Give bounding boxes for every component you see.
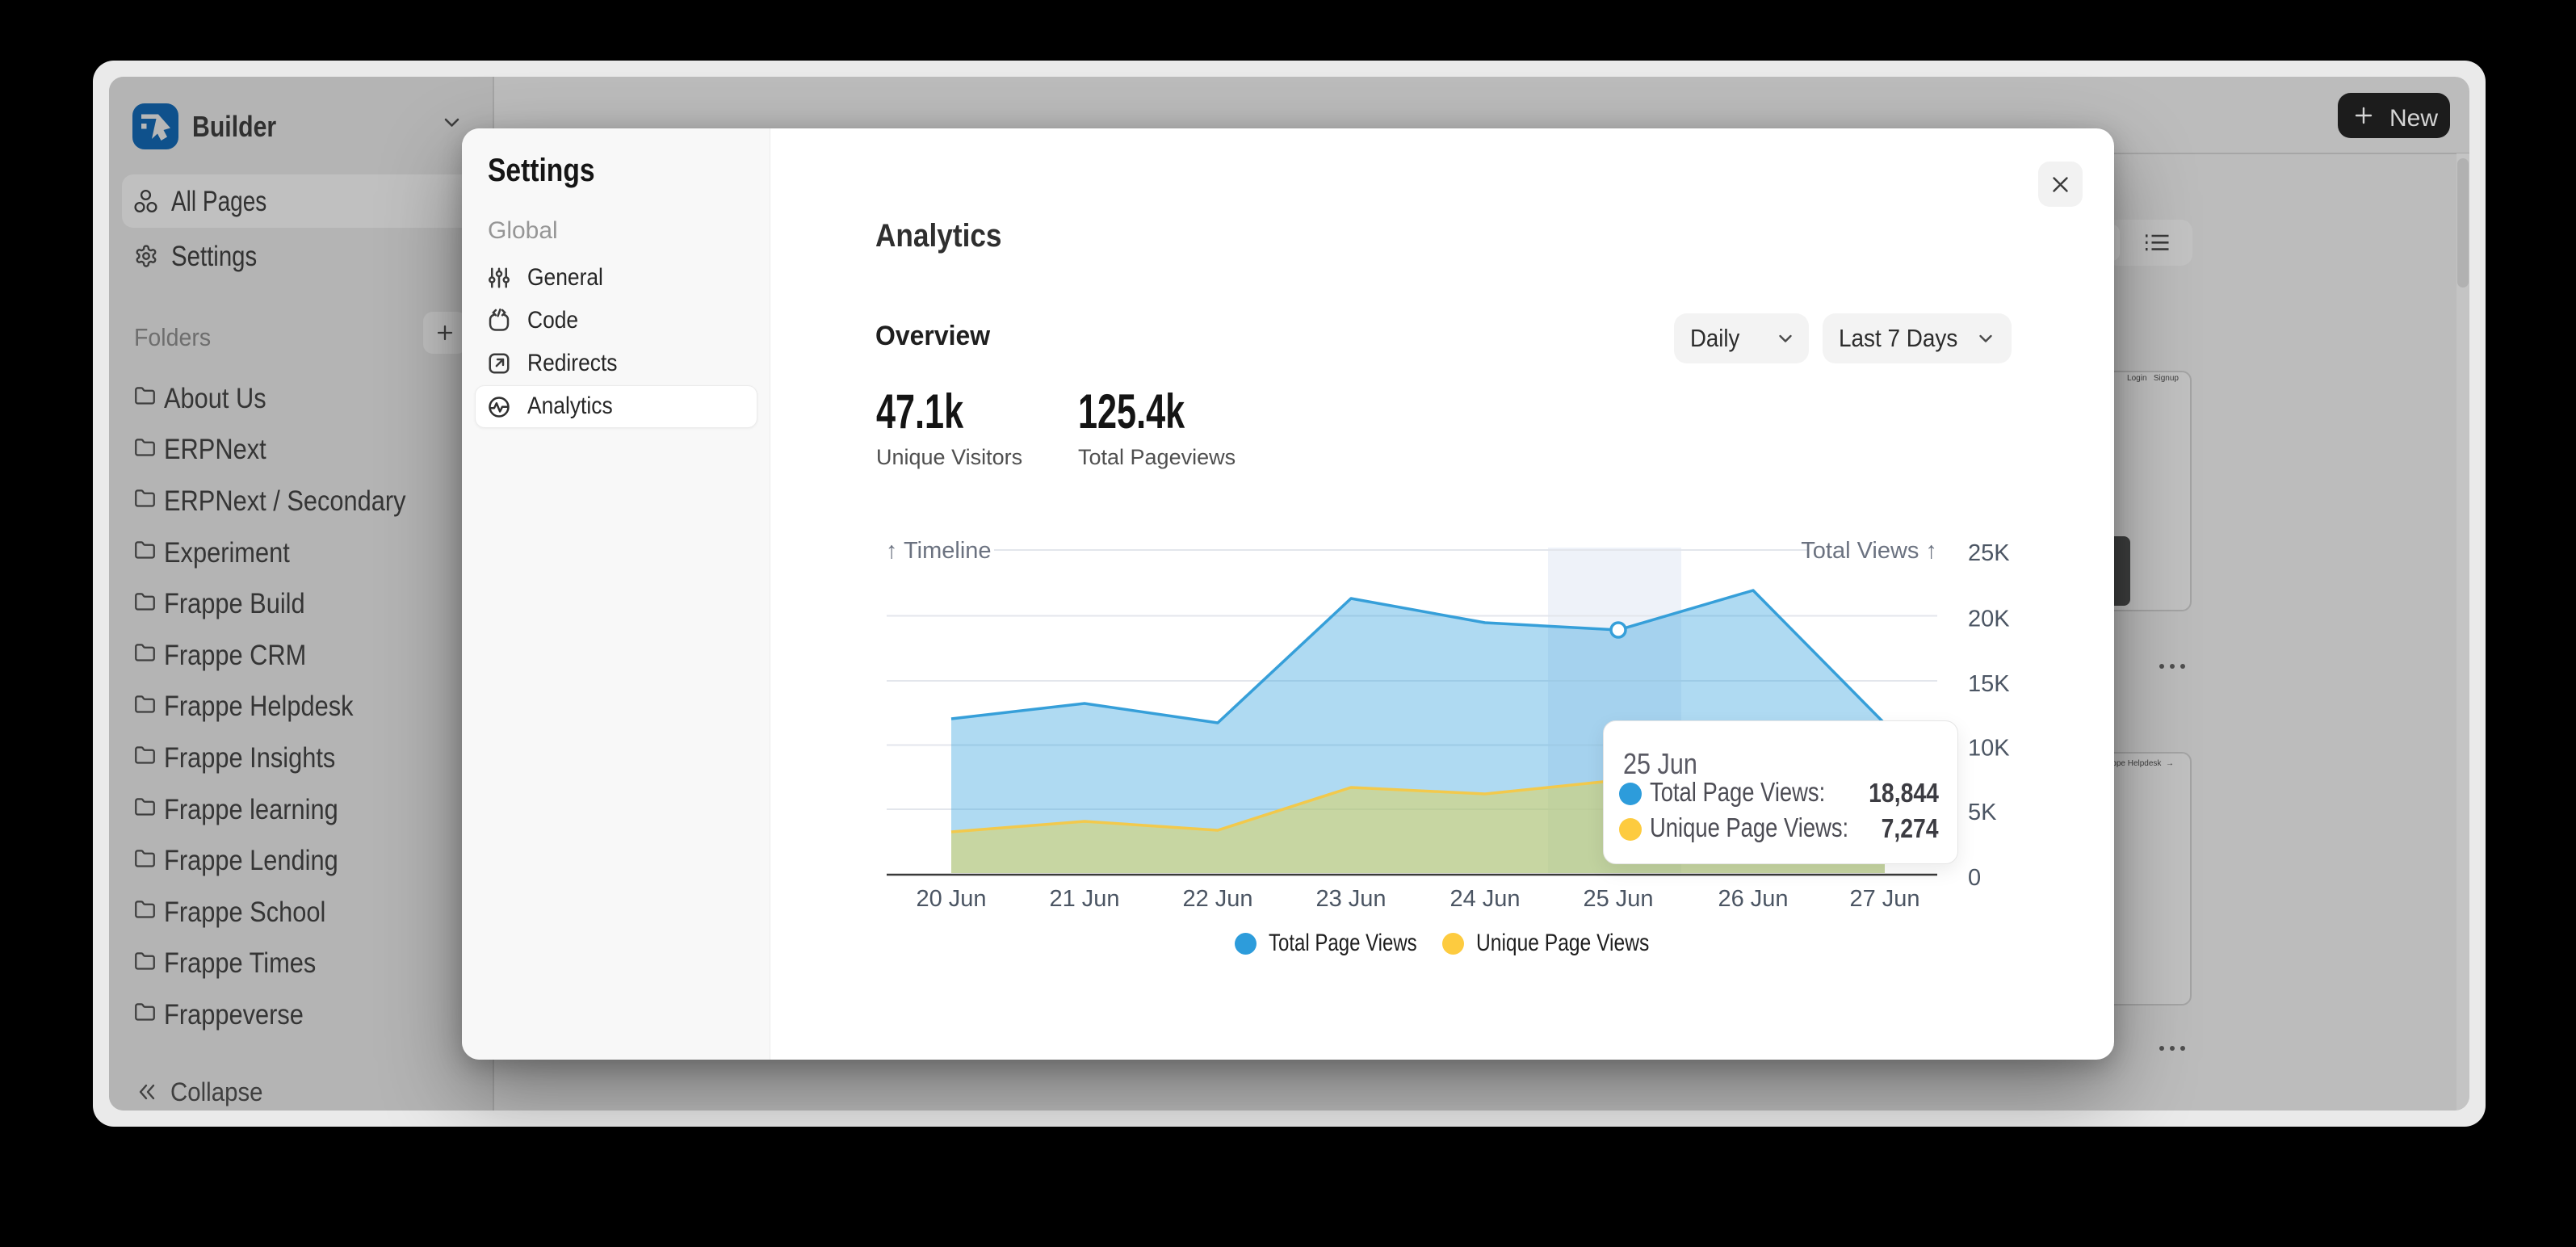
svg-text:15K: 15K xyxy=(1968,671,2010,697)
svg-text:20 Jun: 20 Jun xyxy=(916,886,986,912)
svg-text:24 Jun: 24 Jun xyxy=(1450,886,1520,912)
svg-text:25 Jun: 25 Jun xyxy=(1583,886,1653,912)
svg-text:21 Jun: 21 Jun xyxy=(1049,886,1119,912)
svg-text:Total Views ↑: Total Views ↑ xyxy=(1801,538,1937,564)
svg-text:20K: 20K xyxy=(1968,607,2010,632)
svg-text:5K: 5K xyxy=(1968,800,1997,825)
svg-text:26 Jun: 26 Jun xyxy=(1718,886,1788,912)
svg-text:25K: 25K xyxy=(1968,540,2010,566)
svg-text:23 Jun: 23 Jun xyxy=(1315,886,1386,912)
svg-text:22 Jun: 22 Jun xyxy=(1182,886,1252,912)
svg-text:10K: 10K xyxy=(1968,736,2010,762)
svg-text:↑ Timeline: ↑ Timeline xyxy=(886,538,992,564)
svg-text:27 Jun: 27 Jun xyxy=(1849,886,1919,912)
svg-text:0: 0 xyxy=(1968,865,1981,891)
